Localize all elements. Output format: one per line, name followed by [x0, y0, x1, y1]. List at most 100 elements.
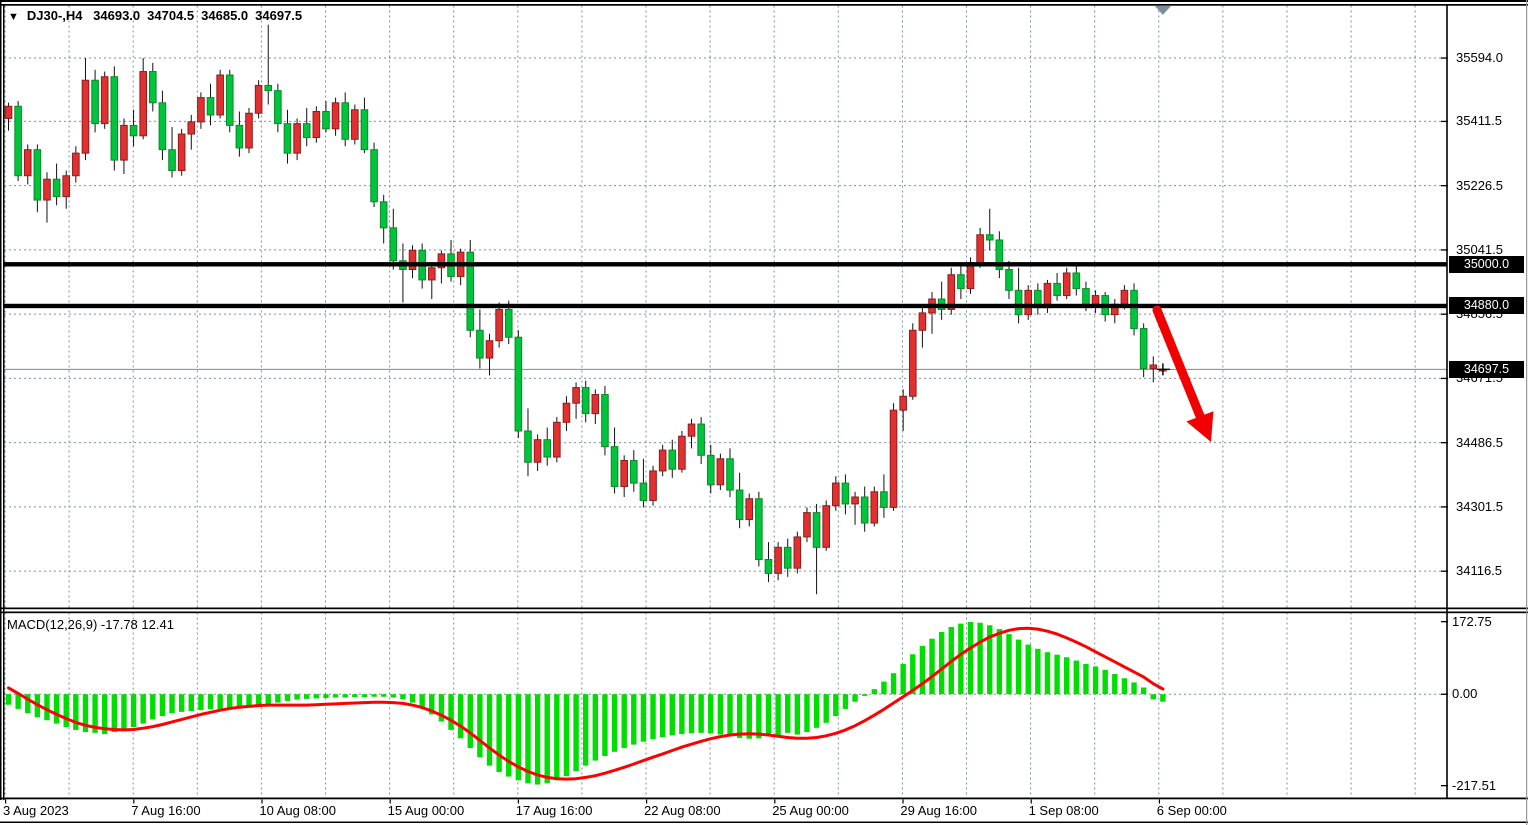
axis-tick-mark: [261, 799, 263, 804]
candle-body: [553, 421, 561, 458]
macd-bar: [82, 694, 89, 733]
axis-tick-mark: [1441, 185, 1448, 187]
macd-bar: [198, 694, 204, 711]
candle-body: [514, 336, 523, 432]
macd-bar: [1083, 663, 1089, 695]
candlestick-series: [4, 24, 1167, 595]
axis-tick-mark: [902, 799, 904, 804]
macd-bar: [602, 694, 608, 756]
macd-bar: [688, 694, 695, 734]
trend-arrow[interactable]: [1152, 305, 1214, 442]
macd-bar: [679, 694, 685, 735]
candle-body: [91, 79, 99, 125]
time-tick-label: 1 Sep 08:00: [1028, 803, 1099, 818]
pane-separator[interactable]: [0, 607, 1528, 610]
time-tick-label: 7 Aug 16:00: [131, 803, 201, 818]
macd-bar: [323, 694, 329, 698]
candle-body: [860, 496, 869, 524]
candle-body: [764, 559, 773, 574]
time-tick-label: 22 Aug 08:00: [644, 803, 721, 818]
macd-bar: [554, 694, 560, 781]
macd-bar: [1015, 639, 1022, 695]
time-tick-label: 15 Aug 00:00: [387, 803, 465, 818]
macd-bar: [390, 694, 396, 698]
horizontal-level-line[interactable]: [4, 303, 1447, 309]
time-tick-label: 3 Aug 2023: [3, 803, 69, 818]
macd-bar: [1006, 634, 1012, 695]
candle-body: [755, 498, 763, 561]
macd-bar: [102, 694, 108, 735]
macd-bar: [227, 694, 233, 709]
candle-body: [360, 109, 369, 151]
macd-bar: [419, 694, 425, 708]
price-tick-label: 35226.5: [1456, 177, 1503, 193]
macd-bar: [342, 694, 348, 698]
horizontal-level-line[interactable]: [4, 262, 1447, 267]
macd-bar: [207, 694, 214, 710]
macd-bar: [236, 694, 243, 709]
macd-bar: [890, 673, 897, 695]
candle-body: [697, 423, 705, 456]
candle-body: [1120, 289, 1129, 305]
macd-bar: [544, 694, 550, 784]
macd-bar: [525, 694, 531, 784]
time-tick-label: 17 Aug 16:00: [515, 803, 593, 818]
time-axis-border: [0, 797, 1528, 800]
macd-bar: [400, 694, 406, 700]
macd-bar: [44, 694, 50, 721]
macd-bar: [987, 625, 993, 695]
candle-body: [841, 482, 850, 505]
macd-bar: [486, 694, 493, 766]
candle-body: [774, 546, 782, 574]
price-tick-label: 35041.5: [1456, 241, 1503, 257]
macd-bar: [265, 694, 271, 705]
candle-body: [485, 340, 494, 359]
candle-body: [225, 74, 234, 126]
macd-bar: [631, 694, 637, 745]
candle-body: [43, 178, 51, 201]
axis-tick-mark: [1441, 506, 1448, 508]
macd-bar: [159, 694, 166, 717]
candle-body: [33, 149, 42, 201]
macd-bar: [775, 694, 781, 736]
macd-bar: [332, 694, 339, 698]
axis-tick-mark: [1158, 799, 1160, 804]
macd-bar: [477, 694, 483, 758]
candle-body: [139, 71, 147, 137]
candle-body: [264, 84, 273, 92]
candle-body: [351, 109, 359, 140]
macd-bar: [1025, 644, 1031, 695]
macd-bar: [794, 694, 801, 735]
candle-body: [822, 505, 831, 548]
candle-body: [283, 123, 292, 154]
axis-tick-mark: [646, 799, 648, 804]
last-bar-marker-icon: [1154, 6, 1171, 15]
macd-bar: [5, 694, 12, 705]
macd-bar: [275, 694, 281, 703]
macd-bar: [804, 694, 810, 733]
candle-body: [408, 249, 417, 271]
ohlc-open: 34693.0: [93, 8, 141, 23]
axis-tick-mark: [774, 799, 776, 804]
price-tick-label: 35594.0: [1456, 50, 1503, 65]
macd-bar: [900, 663, 906, 695]
macd-bar: [717, 694, 724, 735]
candle-body: [908, 329, 917, 397]
candle-body: [331, 102, 340, 130]
axis-tick-mark: [1441, 570, 1448, 572]
axis-tick-mark: [1441, 442, 1448, 444]
macd-bar: [659, 694, 666, 738]
chevron-down-icon[interactable]: ▼: [8, 11, 19, 23]
candle-body: [899, 395, 907, 411]
price-tick-label: 34301.5: [1456, 498, 1503, 514]
axis-tick-mark: [133, 799, 135, 804]
macd-bar: [352, 694, 358, 698]
pane-separator[interactable]: [0, 611, 1528, 614]
candle-body: [1130, 289, 1138, 330]
candle-body: [302, 123, 311, 139]
candle-body: [1072, 272, 1081, 290]
macd-bar: [361, 694, 368, 698]
arrow-shaft: [1152, 305, 1205, 421]
macd-bar: [53, 694, 60, 724]
